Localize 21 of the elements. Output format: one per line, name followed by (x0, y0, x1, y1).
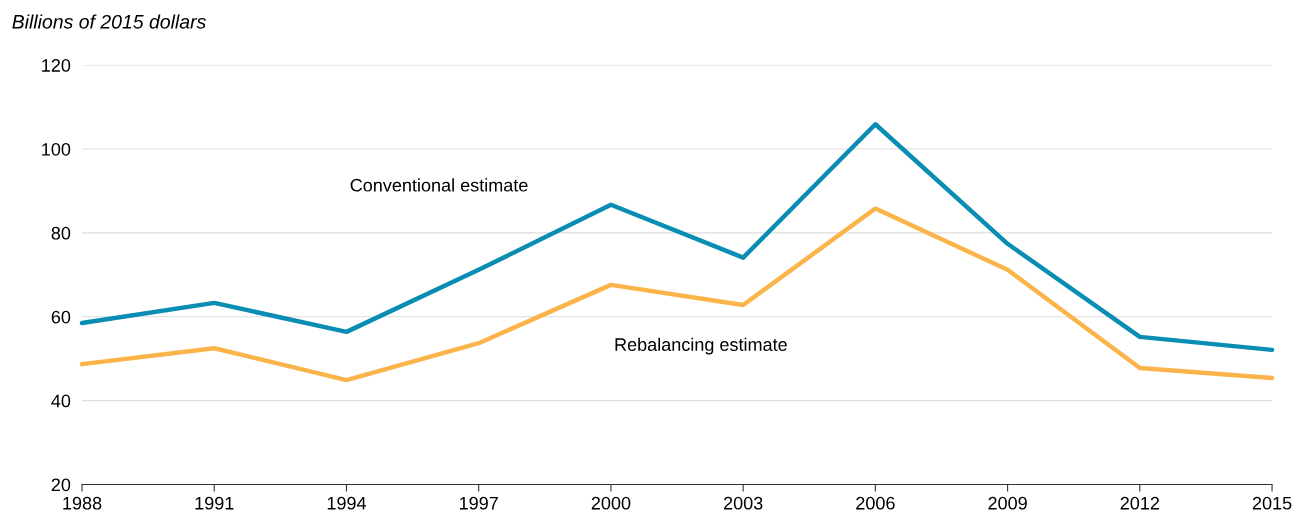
text: Rebalancing estimate (615, 337, 787, 355)
line-series (79, 122, 1275, 353)
y-tick-label: 120 (42, 59, 71, 72)
y-tick-label: 40 (51, 394, 71, 408)
line-series (79, 206, 1275, 383)
x-tick-label: 1994 (327, 496, 367, 510)
y-tick-label: 80 (51, 226, 71, 240)
x-tick-label: 2012 (1120, 496, 1160, 510)
x-tick-label: 2006 (856, 496, 895, 510)
text: Conventional estimate (350, 178, 528, 192)
x-tick-label: 2009 (988, 496, 1027, 510)
x-tick-label: 1997 (460, 496, 498, 510)
x-tick-label: 2000 (591, 496, 631, 510)
x-tick-label: 2003 (723, 496, 763, 510)
x-tick-label: 1988 (63, 496, 102, 510)
y-tick-label: 20 (51, 478, 71, 492)
y-tick-label: 60 (51, 310, 71, 324)
y-tick-label: 100 (42, 142, 71, 156)
x-tick-label: 2015 (1252, 496, 1292, 510)
y-axis-title: Billions of 2015 dollars (12, 14, 206, 29)
x-tick-label: 1991 (195, 496, 234, 510)
